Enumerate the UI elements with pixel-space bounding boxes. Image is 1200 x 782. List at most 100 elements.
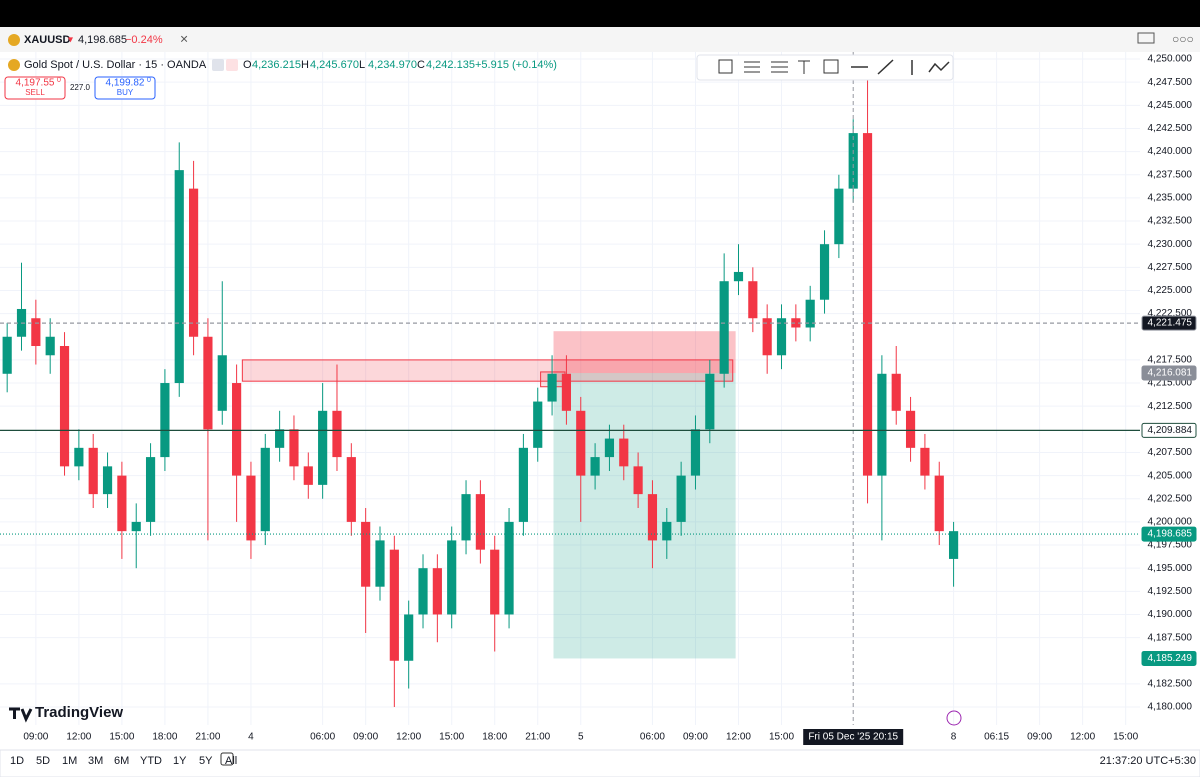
candle-body	[88, 447, 98, 495]
ohlc-value: 4,234.970	[368, 59, 417, 71]
range-button[interactable]: 1M	[62, 755, 77, 767]
symbol-icon	[8, 34, 20, 46]
range-button[interactable]: 1D	[10, 755, 24, 767]
hide-icon[interactable]	[212, 59, 224, 71]
text-tool[interactable]	[798, 60, 810, 74]
ohlc-key: C	[417, 59, 425, 71]
price-badge	[1141, 650, 1197, 666]
ohlc-key: H	[301, 59, 309, 71]
symbol-icon	[8, 59, 20, 71]
price-badge-label: 4,185.249	[1148, 653, 1193, 664]
range-button[interactable]: 6M	[114, 755, 129, 767]
candle-body	[447, 540, 457, 615]
y-tick-label: 4,182.500	[1148, 679, 1193, 690]
rect-tool[interactable]	[718, 59, 733, 74]
sell-button[interactable]	[4, 76, 66, 100]
range-button[interactable]: 3M	[88, 755, 103, 767]
down-arrow: ▾	[68, 35, 73, 46]
candle-body	[375, 540, 385, 587]
candle-body	[418, 568, 428, 615]
price-badge-label: 4,221.475	[1148, 318, 1193, 329]
candle-body	[733, 271, 744, 282]
candle-body	[232, 383, 242, 476]
x-tick-label: 06:00	[640, 732, 665, 743]
candle-body	[31, 318, 41, 347]
events-icon[interactable]	[946, 710, 962, 726]
y-tick-label: 4,197.500	[1148, 540, 1193, 551]
candle-body	[318, 410, 328, 485]
candle-body	[891, 373, 901, 411]
tab-price: 4,198.685	[78, 34, 127, 46]
crosshair-time: Fri 05 Dec '25 20:15	[808, 732, 898, 743]
clock: 21:37:20 UTC+5:30	[1100, 755, 1196, 767]
x-tick-label: 15:00	[109, 732, 134, 743]
range-button[interactable]: 5Y	[199, 755, 213, 767]
y-tick-label: 4,207.500	[1148, 447, 1193, 458]
y-tick-label: 4,212.500	[1148, 401, 1193, 412]
candle-body	[361, 521, 371, 587]
sell-price-sup: 0	[57, 77, 61, 84]
candle-body	[303, 466, 313, 485]
y-tick-label: 4,187.500	[1148, 632, 1193, 643]
candle-body	[389, 549, 399, 661]
x-tick-label: 8	[951, 732, 957, 743]
candle-body	[948, 531, 959, 559]
y-tick-label: 4,247.500	[1148, 77, 1193, 88]
x-tick-label: 18:00	[482, 732, 507, 743]
range-button[interactable]: 5D	[36, 755, 50, 767]
candle-body	[533, 401, 543, 448]
tab-symbol[interactable]: XAUUSD	[24, 34, 71, 46]
y-tick-label: 4,230.000	[1148, 239, 1193, 250]
candle-body	[346, 457, 356, 522]
candle-body	[633, 466, 643, 495]
price-badge-label: 4,198.685	[1148, 529, 1193, 540]
tab-close[interactable]: ×	[180, 31, 188, 47]
path-tool[interactable]	[928, 61, 950, 73]
candle-body	[260, 447, 270, 532]
candle-body	[145, 457, 156, 522]
candle-body	[619, 438, 629, 467]
pattern-tool[interactable]	[823, 59, 839, 74]
x-tick-label: 21:00	[195, 732, 220, 743]
candle-body	[748, 281, 758, 319]
buy-button[interactable]	[94, 76, 156, 100]
range-button[interactable]: YTD	[140, 755, 162, 767]
price-badge-label: 4,209.884	[1148, 425, 1193, 436]
buy-price-sup: 0	[147, 77, 151, 84]
more-icon[interactable]: ○○○	[1172, 32, 1194, 46]
candle-body	[776, 318, 787, 356]
candle-body	[332, 410, 342, 458]
range-button[interactable]: 1Y	[173, 755, 187, 767]
trendline-tool[interactable]	[877, 59, 894, 75]
candle-body	[289, 429, 299, 467]
logo-text: TradingView	[35, 704, 123, 721]
ohlc-value: 4,236.215	[252, 59, 301, 71]
x-tick-label: 5	[578, 732, 584, 743]
candle-body	[819, 244, 830, 300]
x-tick-label: 12:00	[396, 732, 421, 743]
alert-icon[interactable]	[226, 59, 238, 71]
supply-zone	[241, 359, 734, 382]
y-tick-label: 4,217.500	[1148, 355, 1193, 366]
crosshair-time-bg	[803, 729, 904, 745]
candle-body	[518, 447, 528, 522]
goto-date[interactable]	[220, 752, 234, 766]
candle-body	[174, 170, 184, 384]
x-tick-label: 15:00	[1113, 732, 1138, 743]
x-tick-label: 09:00	[353, 732, 378, 743]
candle-body	[705, 373, 715, 430]
layout-icon[interactable]	[1137, 32, 1155, 44]
candle-body	[160, 383, 170, 458]
x-tick-label: 15:00	[439, 732, 464, 743]
candle-body	[662, 521, 672, 541]
y-tick-label: 4,245.000	[1148, 100, 1193, 111]
spread: 227.0	[70, 83, 91, 92]
logo-mark	[9, 707, 33, 723]
drawing-toolbar	[696, 54, 954, 81]
range-button[interactable]: All	[225, 755, 237, 767]
buy-price: 4,199.82	[106, 78, 145, 89]
y-tick-label: 4,237.500	[1148, 169, 1193, 180]
x-tick-label: 12:00	[1070, 732, 1095, 743]
x-tick-label: 09:00	[1027, 732, 1052, 743]
candle-body	[275, 429, 285, 448]
